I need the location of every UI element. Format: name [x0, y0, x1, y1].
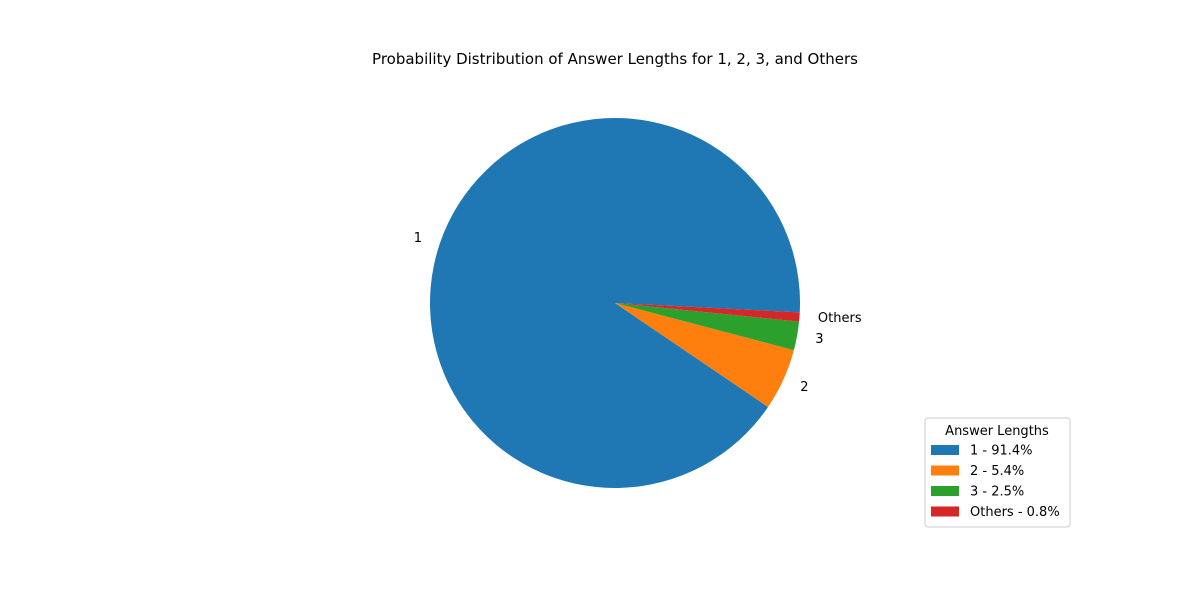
- slice-label-1: 1: [414, 231, 422, 246]
- slice-label-others: Others: [818, 311, 862, 326]
- pie-slice-others: [615, 303, 800, 322]
- pie-slices: [430, 118, 800, 488]
- pie-slice-1: [430, 118, 800, 488]
- slice-labels: 1 2 3 Others: [414, 231, 862, 395]
- legend-swatch-3: [931, 486, 959, 496]
- pie-slice-2: [615, 303, 794, 407]
- legend-swatch-2: [931, 465, 959, 476]
- legend-title: Answer Lengths: [945, 424, 1049, 439]
- legend-frame: [924, 417, 1071, 528]
- legend-entry-others: Others - 0.8%: [970, 505, 1060, 520]
- legend-swatch-others: [931, 506, 959, 517]
- legend-entry-3: 3 - 2.5%: [970, 485, 1024, 500]
- legend: Answer Lengths 1 - 91.4% 2 - 5.4% 3 - 2.5%…: [924, 417, 1071, 528]
- legend-entry-2: 2 - 5.4%: [970, 464, 1024, 479]
- chart-title: Probability Distribution of Answer Lengt…: [372, 50, 858, 68]
- slice-label-2: 2: [800, 380, 808, 395]
- pie-slice-3: [615, 303, 800, 351]
- slice-label-3: 3: [815, 332, 823, 347]
- legend-swatch-1: [931, 445, 959, 455]
- legend-items: 1 - 91.4% 2 - 5.4% 3 - 2.5% Others - 0.8%: [931, 444, 1060, 520]
- legend-entry-1: 1 - 91.4%: [970, 444, 1033, 459]
